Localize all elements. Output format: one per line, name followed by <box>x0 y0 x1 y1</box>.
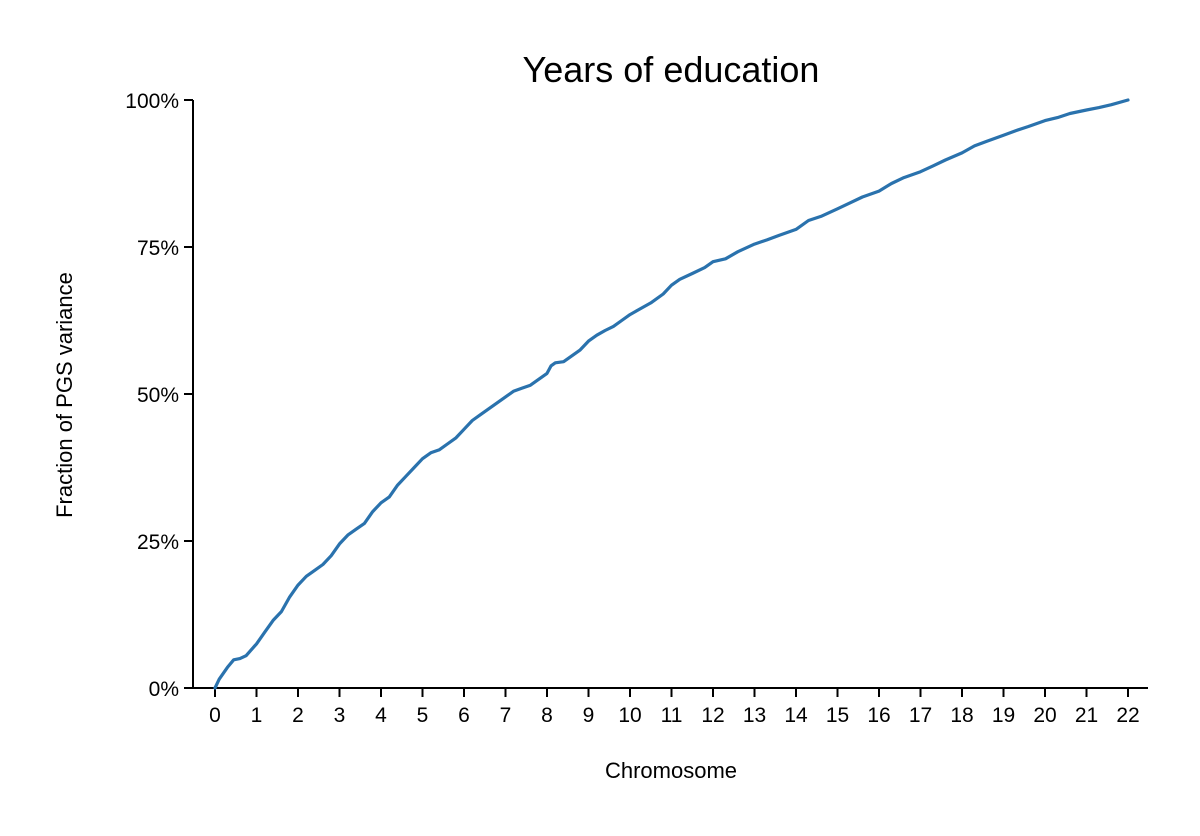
y-axis: 0% 25% 50% 75% 100% <box>125 90 194 701</box>
x-tick-label: 2 <box>292 704 304 727</box>
series-line-0 <box>213 98 1130 690</box>
y-tick-label: 0% <box>149 678 179 701</box>
x-axis: 0 1 2 3 4 5 6 7 8 9 10 11 12 13 14 15 16 17 18 19 20 21 22 <box>193 687 1148 727</box>
x-tick-label: 10 <box>618 704 641 727</box>
x-tick-label: 5 <box>417 704 429 727</box>
y-tick-label: 50% <box>137 384 179 407</box>
y-tick-label: 100% <box>125 90 179 113</box>
x-tick-label: 21 <box>1075 704 1098 727</box>
x-tick-label: 1 <box>251 704 263 727</box>
x-tick-label: 9 <box>583 704 595 727</box>
y-axis-title: Fraction of PGS variance <box>52 272 77 518</box>
x-tick-label: 3 <box>334 704 346 727</box>
series-layer <box>213 98 1130 690</box>
x-tick-label: 6 <box>458 704 470 727</box>
x-axis-title: Chromosome <box>605 758 737 783</box>
x-tick-label: 15 <box>826 704 849 727</box>
x-tick-label: 11 <box>661 704 683 727</box>
x-tick-label: 16 <box>867 704 890 727</box>
y-tick-label: 75% <box>137 237 179 260</box>
x-tick-label: 19 <box>992 704 1015 727</box>
x-tick-label: 7 <box>500 704 512 727</box>
x-tick-label: 14 <box>784 704 808 727</box>
x-tick-label: 22 <box>1116 704 1139 727</box>
x-tick-label: 17 <box>909 704 932 727</box>
x-tick-label: 20 <box>1033 704 1056 727</box>
x-tick-label: 13 <box>743 704 766 727</box>
chart-title: Years of education <box>523 49 820 90</box>
x-tick-label: 18 <box>950 704 973 727</box>
x-tick-label: 0 <box>209 704 221 727</box>
x-tick-label: 4 <box>375 704 387 727</box>
y-tick-label: 25% <box>137 531 179 554</box>
x-tick-label: 8 <box>541 704 553 727</box>
x-tick-label: 12 <box>701 704 724 727</box>
